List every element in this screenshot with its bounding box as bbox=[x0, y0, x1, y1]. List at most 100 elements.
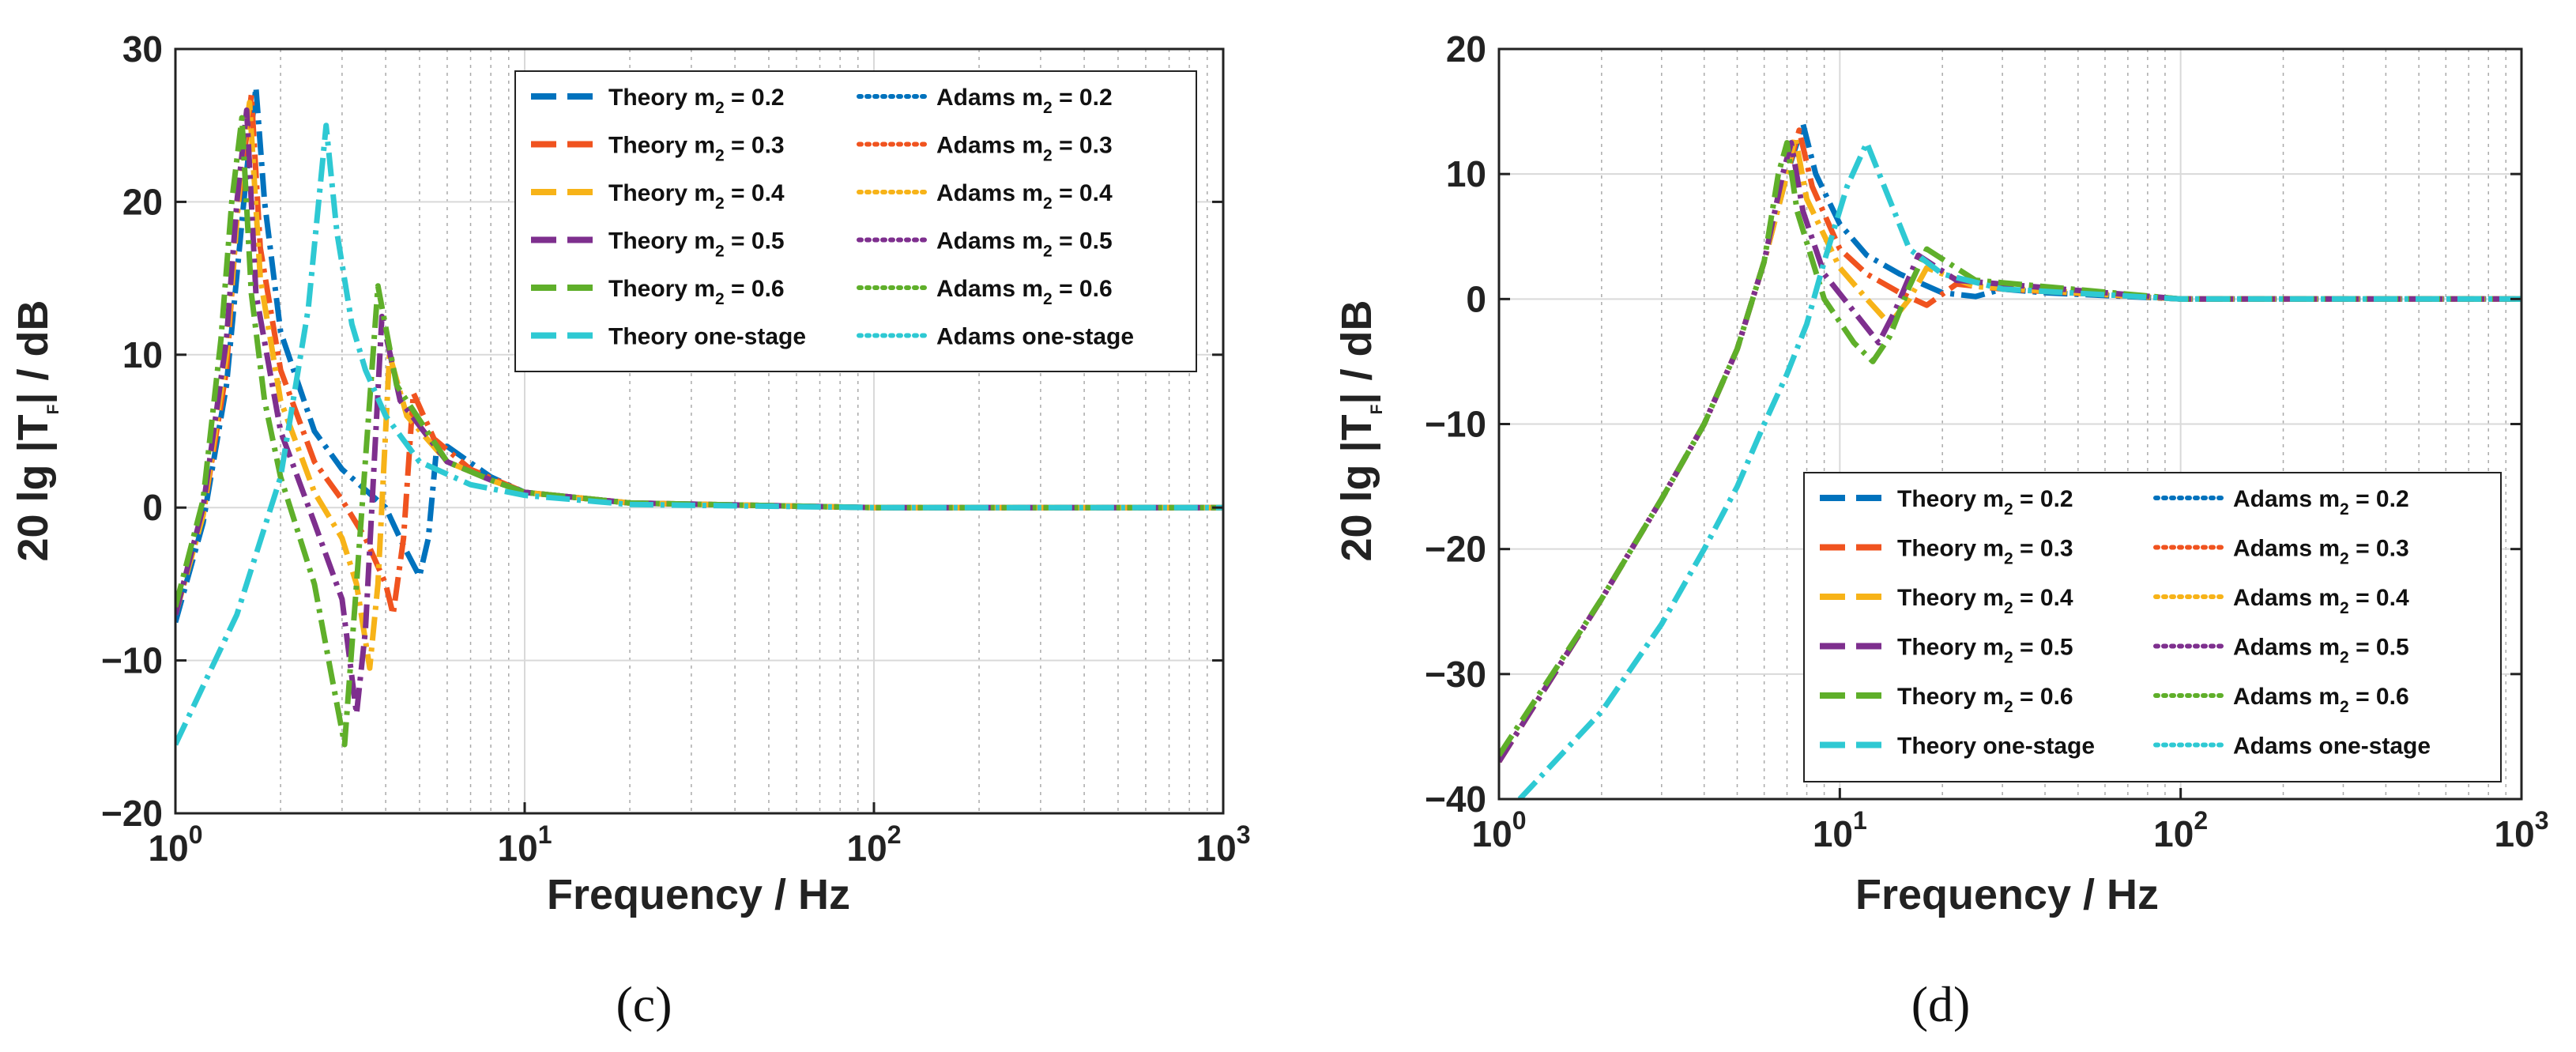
legend-text: Theory m bbox=[1897, 684, 2004, 710]
series-line bbox=[1499, 140, 2521, 757]
series-line bbox=[175, 115, 1223, 748]
x-tick-exponent: 0 bbox=[1512, 806, 1527, 835]
legend-box bbox=[514, 70, 1197, 372]
legend-entry-label: Adams one-stage bbox=[2233, 733, 2431, 760]
series-group bbox=[1499, 121, 2521, 799]
legend-text-tail: = 0.3 bbox=[2349, 536, 2409, 562]
legend-subscript: 2 bbox=[2340, 599, 2349, 617]
legend-entry-label: Adams m2 = 0.3 bbox=[936, 133, 1113, 165]
x-tick-exponent: 3 bbox=[2535, 806, 2549, 835]
legend-text: Adams m bbox=[936, 180, 1043, 206]
legend-subscript: 2 bbox=[2004, 500, 2013, 518]
x-tick-base: 10 bbox=[2153, 813, 2194, 854]
y-axis-label: 20 lg |TF| / dB bbox=[1333, 300, 1386, 561]
legend-subscript: 2 bbox=[2004, 550, 2013, 568]
x-tick-exponent: 2 bbox=[2194, 806, 2208, 835]
legend-text: Theory m bbox=[608, 180, 715, 206]
legend-text: Adams m bbox=[2233, 486, 2340, 512]
legend-entry-label: Adams m2 = 0.2 bbox=[2233, 486, 2409, 518]
y-tick-label: 0 bbox=[142, 487, 163, 528]
y-tick-label: −40 bbox=[1425, 779, 1486, 820]
y-tick-label: −10 bbox=[1425, 404, 1486, 445]
y-axis-label-main: 20 lg |T bbox=[9, 414, 58, 561]
legend-subscript: 2 bbox=[715, 99, 725, 117]
series-line bbox=[175, 107, 1223, 717]
x-tick-label: 103 bbox=[1196, 820, 1251, 869]
legend-entry-label: Theory m2 = 0.3 bbox=[608, 133, 785, 165]
series-line bbox=[1517, 140, 2521, 799]
x-axis-label: Frequency / Hz bbox=[547, 871, 850, 918]
x-tick-label: 102 bbox=[2153, 806, 2208, 854]
legend-text-tail: = 0.3 bbox=[2013, 536, 2073, 562]
x-tick-label: 100 bbox=[149, 820, 203, 869]
legend-text: Adams m bbox=[936, 276, 1043, 302]
y-tick-label: 10 bbox=[122, 334, 163, 375]
legend-subscript: 2 bbox=[1043, 194, 1053, 213]
legend-text: Theory one-stage bbox=[608, 324, 806, 350]
legend-subscript: 2 bbox=[2340, 550, 2349, 568]
x-tick-base: 10 bbox=[498, 828, 538, 869]
legend-subscript: 2 bbox=[2340, 500, 2349, 518]
legend-entry-label: Adams m2 = 0.4 bbox=[936, 180, 1113, 213]
legend-text: Adams m bbox=[2233, 536, 2340, 562]
legend-text: Adams m bbox=[2233, 635, 2340, 661]
legend-box bbox=[1803, 472, 2502, 782]
x-tick-exponent: 1 bbox=[538, 820, 552, 849]
legend-subscript: 2 bbox=[1043, 290, 1053, 308]
legend-entry-label: Theory m2 = 0.3 bbox=[1897, 536, 2073, 568]
legend-text: Adams one-stage bbox=[2233, 733, 2431, 760]
x-tick-label: 102 bbox=[847, 820, 902, 869]
legend-subscript: 2 bbox=[715, 290, 725, 308]
legend-text-tail: = 0.2 bbox=[2013, 486, 2073, 512]
x-tick-base: 10 bbox=[1472, 813, 1512, 854]
y-tick-label: −30 bbox=[1425, 654, 1486, 695]
legend-text-tail: = 0.5 bbox=[725, 228, 785, 255]
legend-subscript: 2 bbox=[1043, 147, 1053, 165]
legend-subscript: 2 bbox=[715, 243, 725, 261]
y-tick-label: −20 bbox=[1425, 529, 1486, 570]
legend-entry-label: Theory m2 = 0.4 bbox=[1897, 585, 2073, 617]
plot-frame bbox=[174, 47, 1225, 815]
legend-subscript: 2 bbox=[2004, 649, 2013, 667]
legend-entry-label: Adams m2 = 0.5 bbox=[936, 228, 1113, 261]
legend-entry-label: Theory m2 = 0.2 bbox=[1897, 486, 2073, 518]
y-axis-label-subscript: F bbox=[1368, 404, 1386, 414]
legend-text: Adams m bbox=[936, 228, 1043, 255]
legend-entry-label: Theory m2 = 0.2 bbox=[608, 85, 785, 117]
legend-subscript: 2 bbox=[715, 194, 725, 213]
y-tick-label: 10 bbox=[1446, 153, 1486, 194]
x-tick-base: 10 bbox=[2495, 813, 2535, 854]
x-tick-exponent: 0 bbox=[189, 820, 203, 849]
legend-entry-label: Theory m2 = 0.6 bbox=[1897, 684, 2073, 716]
legend-subscript: 2 bbox=[2004, 599, 2013, 617]
legend-text: Theory m bbox=[608, 276, 715, 302]
legend-entry-label: Adams m2 = 0.6 bbox=[936, 276, 1113, 308]
legend-subscript: 2 bbox=[2340, 649, 2349, 667]
series-line bbox=[175, 123, 1223, 746]
legend-text: Theory one-stage bbox=[1897, 733, 2095, 760]
legend-text: Theory m bbox=[1897, 635, 2004, 661]
x-tick-label: 103 bbox=[2495, 806, 2549, 854]
x-tick-exponent: 1 bbox=[1853, 806, 1867, 835]
y-tick-label: −10 bbox=[101, 640, 163, 681]
y-tick-label: −20 bbox=[101, 793, 163, 834]
legend-text-tail: = 0.5 bbox=[1053, 228, 1113, 255]
y-axis-label: 20 lg |TF| / dB bbox=[9, 300, 62, 561]
y-tick-label: 20 bbox=[1446, 28, 1486, 70]
legend-entry-label: Theory m2 = 0.6 bbox=[608, 276, 785, 308]
legend-text-tail: = 0.5 bbox=[2349, 635, 2409, 661]
y-axis-label-main: 20 lg |T bbox=[1333, 414, 1381, 561]
y-axis-label-tail: | / dB bbox=[1333, 300, 1381, 404]
x-tick-label: 101 bbox=[1813, 806, 1867, 854]
x-axis-label: Frequency / Hz bbox=[1855, 871, 2159, 918]
legend-text: Theory m bbox=[1897, 585, 2004, 611]
legend-text-tail: = 0.3 bbox=[725, 133, 785, 159]
legend-text: Theory m bbox=[608, 85, 715, 111]
y-axis-label-subscript: F bbox=[44, 404, 62, 414]
legend-text: Adams m bbox=[936, 85, 1043, 111]
y-axis-label-tail: | / dB bbox=[9, 300, 58, 404]
